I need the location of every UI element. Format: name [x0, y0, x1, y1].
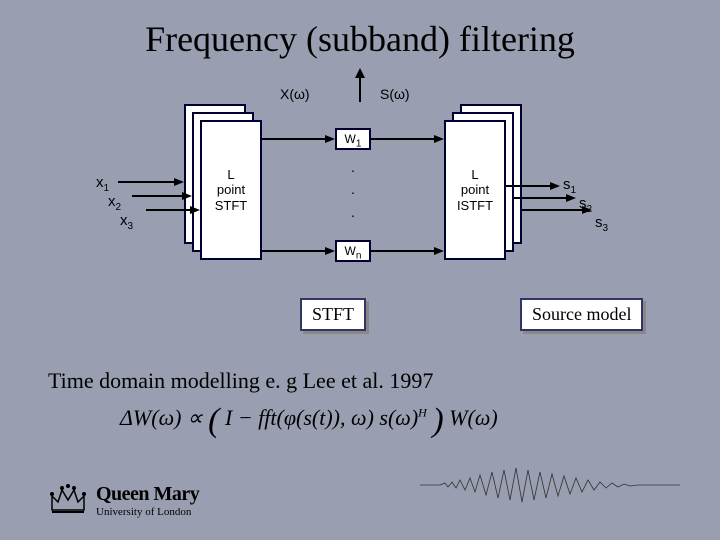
arrow-w1-to-istft	[371, 132, 444, 146]
output-s1: s1	[563, 177, 576, 196]
x-omega-label: X(ω)	[280, 86, 310, 102]
arrow-x2	[132, 190, 192, 202]
filter-wn: Wn	[335, 240, 371, 262]
arrow-wn-to-istft	[371, 244, 444, 258]
input-x1: x1	[96, 175, 109, 194]
arrow-s1	[506, 180, 560, 192]
stft-box: L point STFT	[200, 120, 262, 260]
block-diagram: x1 x2 x3 L point STFT X(ω) S(ω) W1 . . .…	[0, 80, 720, 330]
crown-icon	[48, 480, 88, 520]
arrow-x3	[146, 204, 200, 216]
waveform-icon	[420, 460, 680, 510]
output-signals: s1 s2 s3	[563, 177, 576, 234]
up-arrow-icon	[350, 68, 370, 104]
filter-w1: W1	[335, 128, 371, 150]
arrow-stft-to-w1	[262, 132, 335, 146]
input-x2: x2	[108, 194, 121, 213]
formula: ΔW(ω) ∝ ( I − fft(φ(s(t)), ω) s(ω)H ) W(…	[120, 402, 498, 440]
stft-label-box: STFT	[300, 298, 366, 331]
istft-box: L point ISTFT	[444, 120, 506, 260]
s-omega-label: S(ω)	[380, 86, 410, 102]
source-model-label-box: Source model	[520, 298, 643, 331]
arrow-stft-to-wn	[262, 244, 335, 258]
logo-title: Queen Mary	[96, 483, 199, 506]
input-signals: x1 x2 x3	[96, 175, 109, 232]
arrow-x1	[118, 176, 184, 188]
output-s3: s3	[595, 215, 608, 234]
output-s2: s2	[579, 196, 592, 215]
input-x3: x3	[120, 213, 133, 232]
qmul-logo: Queen Mary University of London	[48, 480, 199, 520]
page-title: Frequency (subband) filtering	[0, 18, 720, 60]
body-text: Time domain modelling e. g Lee et al. 19…	[48, 368, 433, 394]
filter-dots: . . .	[348, 156, 358, 223]
logo-subtitle: University of London	[96, 506, 199, 518]
